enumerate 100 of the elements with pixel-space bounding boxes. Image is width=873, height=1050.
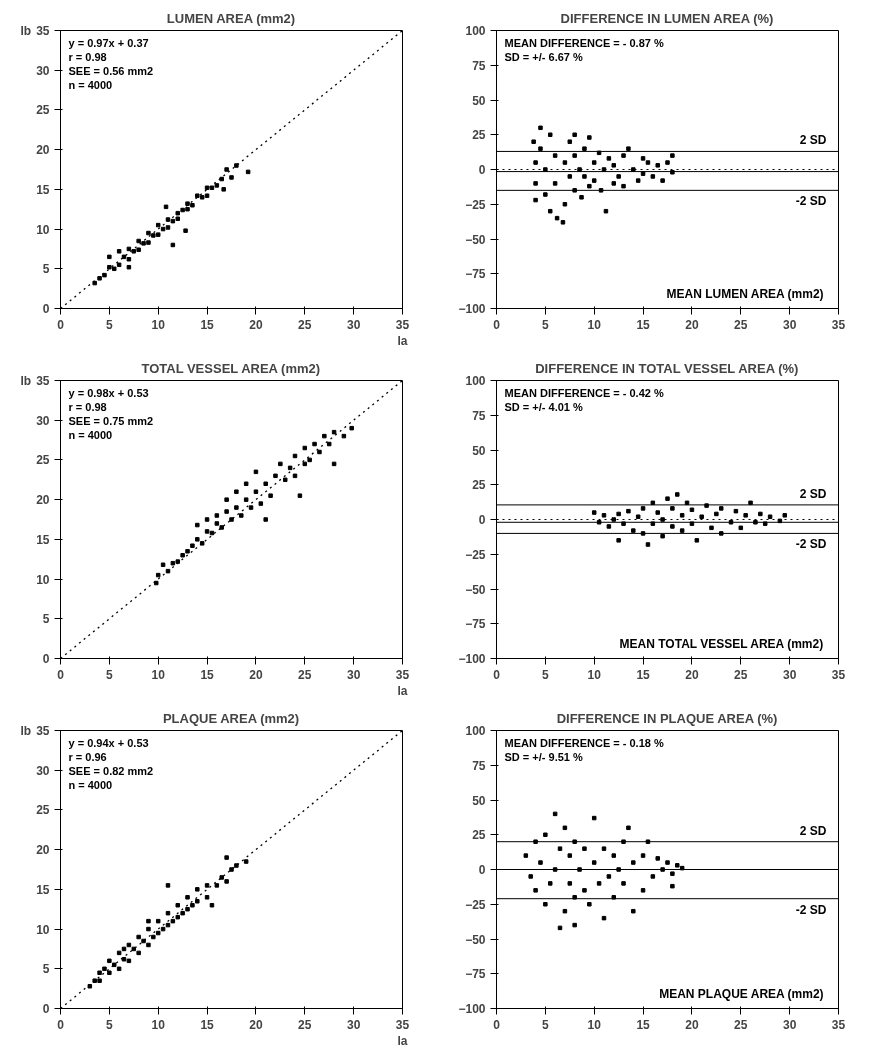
- x-tick-label: 20: [685, 317, 699, 332]
- x-tick-label: 10: [151, 1017, 166, 1032]
- y-tick-label: 10: [36, 572, 50, 587]
- x-tick-label: 30: [346, 1017, 361, 1032]
- y-tick-label: −100: [458, 1002, 486, 1016]
- annotation: n = 4000: [68, 78, 113, 91]
- x-tick-label: 35: [395, 317, 410, 332]
- y-tick-label: 30: [36, 413, 50, 428]
- annotation: SEE = 0.56 mm2: [68, 64, 154, 77]
- ref-line-label: 2 SD: [799, 823, 827, 838]
- annotation: MEAN DIFFERENCE = - 0.87 %: [504, 36, 664, 49]
- x-tick-label: 30: [782, 667, 797, 682]
- x-tick-label: 15: [636, 667, 651, 682]
- annotation: y = 0.97x + 0.37: [68, 36, 149, 49]
- y-tick-label: 5: [42, 612, 50, 627]
- y-tick-label: −25: [465, 547, 486, 562]
- chart-title: PLAQUE AREA (mm2): [162, 710, 300, 726]
- y-tick-label: −50: [465, 932, 486, 947]
- annotation: r = 0.96: [68, 750, 107, 763]
- ref-line-label: -2 SD: [795, 537, 827, 552]
- y-tick-label: 0: [42, 302, 50, 316]
- ref-line-label: -2 SD: [795, 194, 827, 209]
- y-tick-label: 15: [36, 182, 50, 197]
- x-tick-label: 25: [298, 667, 312, 682]
- x-tick-label: 15: [200, 667, 215, 682]
- x-tick-label: 5: [106, 1017, 114, 1032]
- annotation: SEE = 0.82 mm2: [68, 764, 154, 777]
- x-tick-label: 10: [587, 1017, 602, 1032]
- x-tick-label: 35: [831, 667, 846, 682]
- x-tick-label: 30: [346, 667, 361, 682]
- x-axis-title: la: [397, 1033, 408, 1048]
- y-tick-label: −25: [465, 197, 486, 212]
- y-tick-label: 25: [36, 103, 50, 118]
- x-tick-label: 0: [57, 317, 65, 332]
- y-tick-label: 35: [36, 724, 50, 738]
- x-tick-label: 30: [782, 317, 797, 332]
- y-tick-label: 20: [36, 143, 50, 158]
- y-tick-label: 0: [478, 863, 486, 877]
- ref-line-label: 2 SD: [799, 486, 827, 501]
- x-tick-label: 25: [734, 667, 748, 682]
- annotation: n = 4000: [68, 778, 113, 791]
- x-tick-label: 20: [685, 667, 699, 682]
- y-axis-title: lb: [20, 373, 32, 388]
- y-tick-label: 20: [36, 843, 50, 858]
- annotation: r = 0.98: [68, 50, 107, 63]
- y-tick-label: 5: [42, 962, 50, 977]
- y-tick-label: 35: [36, 24, 50, 38]
- y-tick-label: 35: [36, 374, 50, 388]
- y-tick-label: 30: [36, 63, 50, 78]
- y-tick-label: 15: [36, 882, 50, 897]
- y-tick-label: 30: [36, 763, 50, 778]
- x-tick-label: 15: [636, 1017, 651, 1032]
- x-tick-label: 15: [200, 1017, 215, 1032]
- y-tick-label: 50: [472, 443, 486, 458]
- annotation: r = 0.98: [68, 400, 107, 413]
- annotation: MEAN DIFFERENCE = - 0.18 %: [504, 736, 664, 749]
- y-tick-label: 0: [478, 163, 486, 177]
- y-axis-title: lb: [20, 723, 32, 738]
- x-tick-label: 10: [587, 667, 602, 682]
- y-tick-label: 50: [472, 793, 486, 808]
- x-tick-label: 0: [493, 1017, 501, 1032]
- y-tick-label: −75: [465, 617, 486, 632]
- x-axis-title: MEAN PLAQUE AREA (mm2): [659, 986, 824, 1001]
- x-tick-label: 25: [734, 1017, 748, 1032]
- y-tick-label: 5: [42, 262, 50, 277]
- x-tick-label: 20: [249, 1017, 263, 1032]
- annotation: y = 0.94x + 0.53: [68, 736, 149, 749]
- x-tick-label: 35: [395, 1017, 410, 1032]
- y-axis-title: lb: [20, 23, 32, 38]
- y-tick-label: 100: [465, 724, 486, 738]
- x-tick-label: 5: [106, 667, 114, 682]
- x-tick-label: 15: [200, 317, 215, 332]
- y-tick-label: 15: [36, 532, 50, 547]
- chart-title: TOTAL VESSEL AREA (mm2): [141, 360, 321, 376]
- x-tick-label: 30: [782, 1017, 797, 1032]
- y-tick-label: 0: [42, 1002, 50, 1016]
- y-tick-label: 75: [472, 758, 486, 773]
- chart-title: DIFFERENCE IN PLAQUE AREA (%): [556, 710, 778, 726]
- y-tick-label: 100: [465, 374, 486, 388]
- x-tick-label: 20: [249, 667, 263, 682]
- annotation: SD = +/- 4.01 %: [504, 400, 583, 413]
- x-tick-label: 10: [151, 667, 166, 682]
- x-axis-title: MEAN LUMEN AREA (mm2): [666, 286, 824, 301]
- x-tick-label: 25: [298, 317, 312, 332]
- y-tick-label: 50: [472, 93, 486, 108]
- x-tick-label: 10: [587, 317, 602, 332]
- y-tick-label: 10: [36, 922, 50, 937]
- y-tick-label: 20: [36, 493, 50, 508]
- y-tick-label: 10: [36, 222, 50, 237]
- x-tick-label: 0: [493, 667, 501, 682]
- x-tick-label: 5: [542, 1017, 550, 1032]
- chart-title: LUMEN AREA (mm2): [166, 10, 296, 26]
- y-tick-label: 0: [42, 652, 50, 666]
- x-tick-label: 35: [831, 1017, 846, 1032]
- x-tick-label: 0: [57, 667, 65, 682]
- annotation: y = 0.98x + 0.53: [68, 386, 149, 399]
- x-tick-label: 25: [734, 317, 748, 332]
- y-tick-label: 75: [472, 58, 486, 73]
- x-tick-label: 30: [346, 317, 361, 332]
- annotation: n = 4000: [68, 428, 113, 441]
